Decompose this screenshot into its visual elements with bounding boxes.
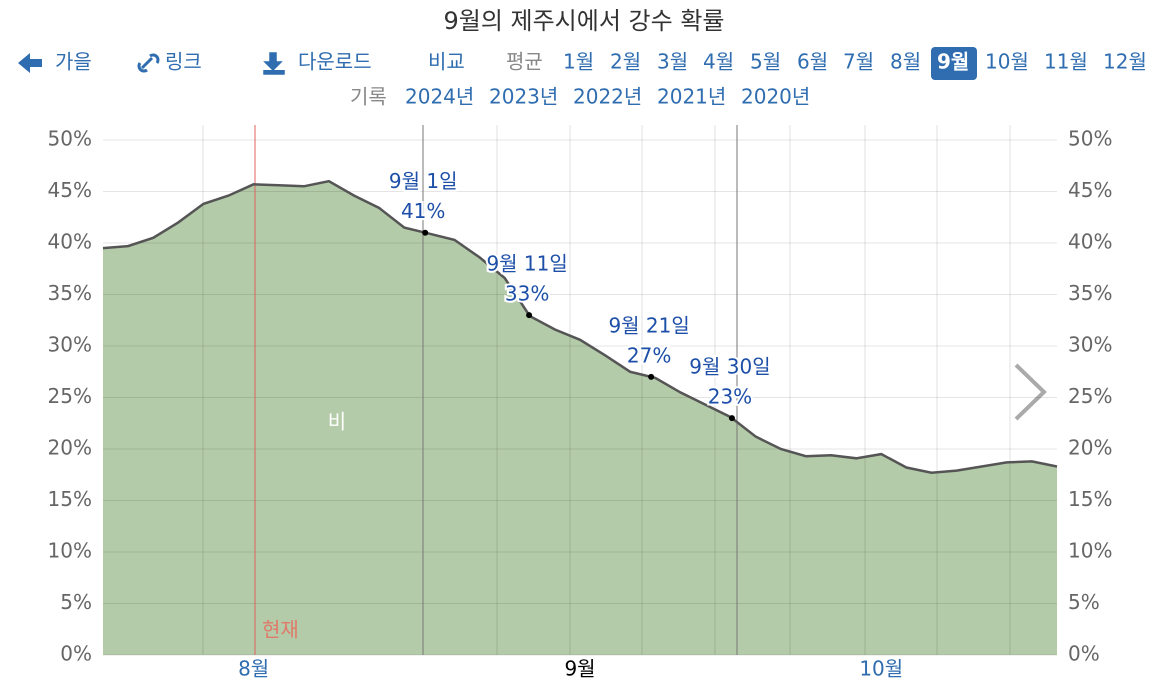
- y-tick-label: 40%: [48, 230, 92, 254]
- x-tick-label: 9월: [564, 657, 595, 681]
- nav-average: 평균: [506, 50, 543, 74]
- y2-tick-label: 5%: [1068, 590, 1100, 614]
- nav-month[interactable]: 4월: [703, 50, 734, 74]
- y2-tick-label: 30%: [1068, 333, 1112, 357]
- annotation-value: 27%: [627, 343, 671, 367]
- nav-compare[interactable]: 비교: [428, 50, 465, 74]
- y-tick-label: 10%: [48, 539, 92, 563]
- nav-month[interactable]: 7월: [843, 50, 874, 74]
- nav-year[interactable]: 2021년: [657, 85, 726, 109]
- nav-back[interactable]: 가을: [55, 50, 92, 74]
- annotation-value: 33%: [505, 282, 549, 306]
- y-tick-label: 50%: [48, 127, 92, 151]
- y-tick-label: 30%: [48, 333, 92, 357]
- annotation-dot: [648, 373, 655, 380]
- annotation-value: 41%: [401, 199, 445, 223]
- chart-title: 9월의 제주시에서 강수 확률: [443, 7, 724, 35]
- annotation-dot: [422, 229, 429, 236]
- y-tick-label: 45%: [48, 178, 92, 202]
- annotation-dot: [526, 312, 533, 319]
- now-label: 현재: [262, 618, 299, 642]
- nav-month[interactable]: 1월: [563, 50, 594, 74]
- nav-month[interactable]: 6월: [797, 50, 828, 74]
- y-tick-label: 15%: [48, 487, 92, 511]
- y2-tick-label: 50%: [1068, 127, 1112, 151]
- series-label: 비: [328, 410, 346, 434]
- y2-tick-label: 15%: [1068, 487, 1112, 511]
- annotation-label: 9월 11일: [486, 252, 567, 276]
- y2-tick-label: 40%: [1068, 230, 1112, 254]
- nav-month[interactable]: 5월: [750, 50, 781, 74]
- nav-year[interactable]: 2023년: [489, 85, 558, 109]
- download-icon[interactable]: [263, 52, 285, 75]
- annotation-label: 9월 30일: [689, 355, 770, 379]
- annotation-label: 9월 1일: [389, 169, 458, 193]
- y2-tick-label: 0%: [1068, 642, 1100, 666]
- month-selected-bg: [931, 47, 977, 80]
- y2-tick-label: 45%: [1068, 178, 1112, 202]
- y-tick-label: 0%: [60, 642, 92, 666]
- next-arrow[interactable]: [1014, 363, 1047, 421]
- link-icon[interactable]: [137, 53, 160, 73]
- nav-month[interactable]: 11월: [1044, 50, 1088, 74]
- line: [102, 179, 1058, 474]
- y2-tick-label: 25%: [1068, 384, 1112, 408]
- x-tick-label: 8월: [238, 657, 269, 681]
- y-tick-label: 20%: [48, 436, 92, 460]
- nav-month[interactable]: 9월: [937, 50, 969, 74]
- back-icon[interactable]: [18, 53, 42, 73]
- y2-tick-label: 35%: [1068, 281, 1112, 305]
- annotation-dot: [728, 415, 735, 422]
- x-tick-label: 10월: [859, 657, 903, 681]
- y-tick-label: 25%: [48, 384, 92, 408]
- nav-link[interactable]: 링크: [165, 50, 202, 74]
- area: [103, 181, 1057, 655]
- nav-year[interactable]: 2022년: [573, 85, 642, 109]
- nav-month[interactable]: 2월: [610, 50, 641, 74]
- nav-history: 기록: [350, 85, 387, 109]
- y-tick-label: 5%: [60, 590, 92, 614]
- annotation-label: 9월 21일: [608, 313, 689, 337]
- nav-year[interactable]: 2020년: [741, 85, 810, 109]
- nav-month[interactable]: 12월: [1103, 50, 1147, 74]
- nav-month[interactable]: 10월: [985, 50, 1029, 74]
- nav-month[interactable]: 3월: [657, 50, 688, 74]
- annotation-value: 23%: [708, 385, 752, 409]
- y2-tick-label: 10%: [1068, 539, 1112, 563]
- y-tick-label: 35%: [48, 281, 92, 305]
- y2-tick-label: 20%: [1068, 436, 1112, 460]
- nav-year[interactable]: 2024년: [405, 85, 474, 109]
- nav-download[interactable]: 다운로드: [298, 50, 372, 74]
- nav-month[interactable]: 8월: [890, 50, 921, 74]
